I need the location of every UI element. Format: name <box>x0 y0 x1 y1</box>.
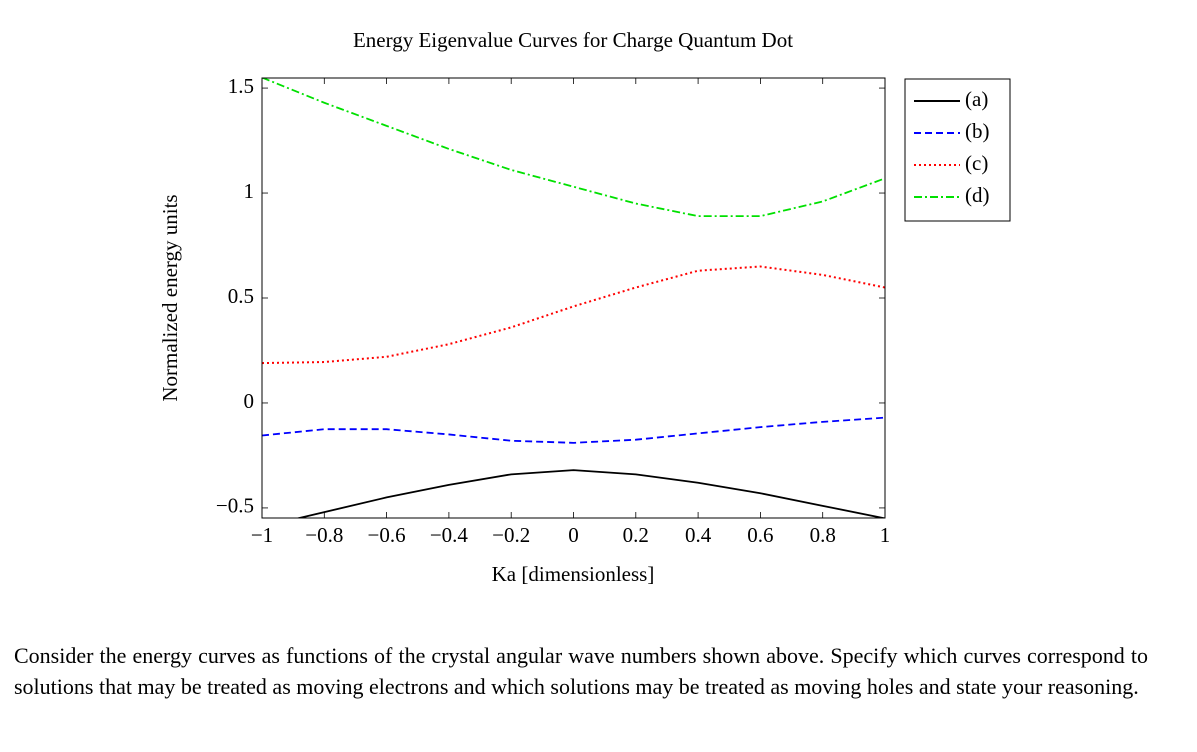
line-series <box>262 78 885 218</box>
x-tick-label: −0.2 <box>492 523 530 547</box>
x-tick-label: 1 <box>880 523 891 547</box>
legend-label: (c) <box>965 151 988 175</box>
x-tick-label: −1 <box>251 523 273 547</box>
chart: Energy Eigenvalue Curves for Charge Quan… <box>158 28 1011 586</box>
legend-label: (b) <box>965 119 990 143</box>
plot-area <box>262 78 885 518</box>
legend-label: (d) <box>965 183 990 207</box>
question-text: Consider the energy curves as functions … <box>14 643 1148 699</box>
y-tick-label: 1.5 <box>228 74 254 98</box>
y-tick-label: −0.5 <box>216 494 254 518</box>
x-tick-label: 0.8 <box>810 523 836 547</box>
line-series <box>295 469 885 518</box>
x-tick-label: 0.6 <box>747 523 773 547</box>
x-tick-label: −0.4 <box>430 523 469 547</box>
x-axis-label: Ka [dimensionless] <box>492 562 655 586</box>
y-tick-label: 0 <box>244 389 255 413</box>
plot-frame <box>261 77 886 519</box>
x-tick-label: 0.2 <box>623 523 649 547</box>
x-tick-label: 0.4 <box>685 523 712 547</box>
x-tick-label: −0.8 <box>305 523 343 547</box>
line-series <box>262 265 885 365</box>
y-tick-label: 1 <box>244 179 255 203</box>
legend-label: (a) <box>965 87 988 111</box>
x-tick-label: 0 <box>568 523 579 547</box>
x-tick-label: −0.6 <box>368 523 406 547</box>
line-series <box>262 416 885 444</box>
y-tick-label: 0.5 <box>228 284 254 308</box>
chart-title: Energy Eigenvalue Curves for Charge Quan… <box>353 28 793 52</box>
y-axis-label: Normalized energy units <box>158 194 182 401</box>
